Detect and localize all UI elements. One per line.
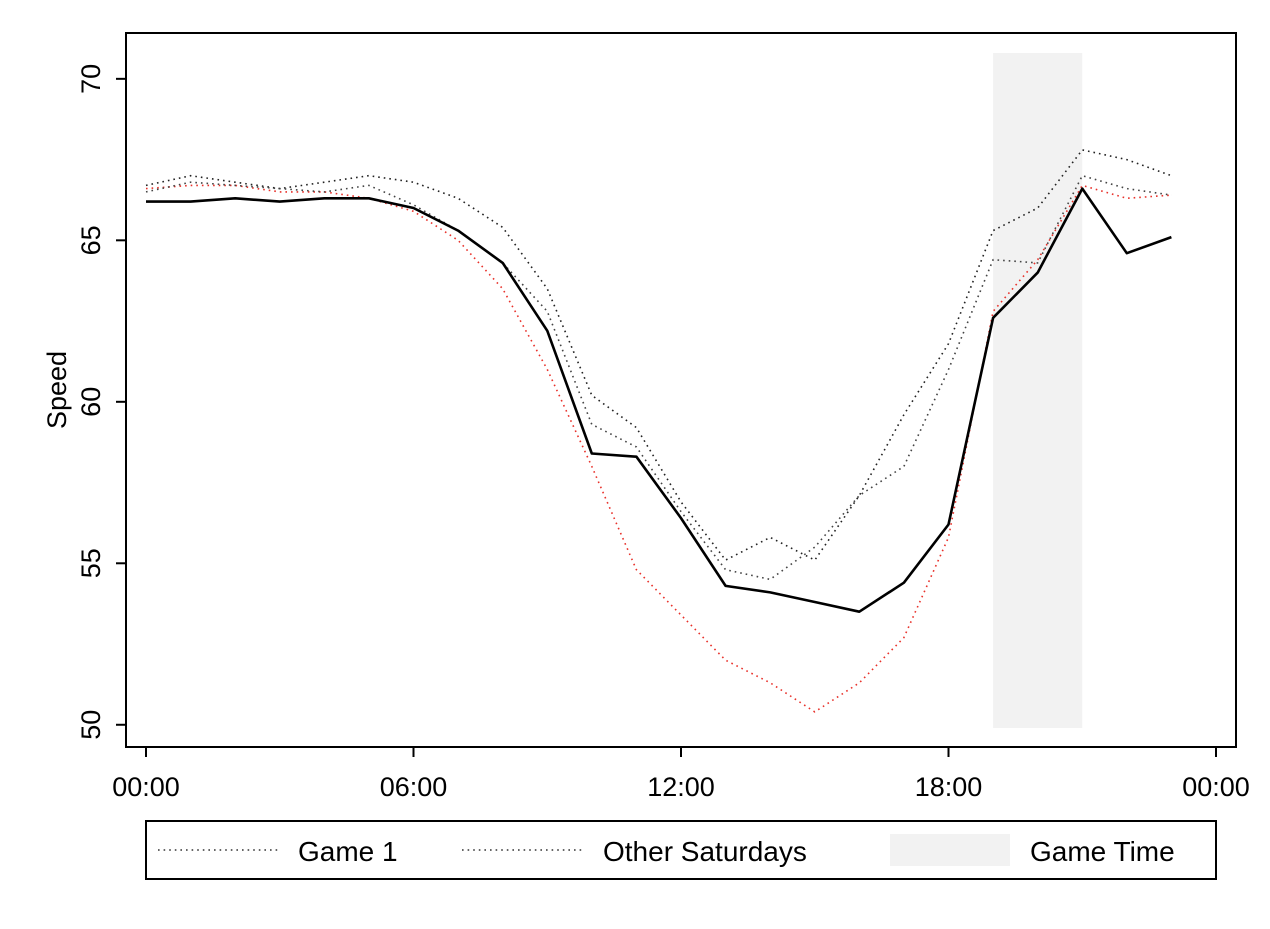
series-line-3 xyxy=(145,174,1172,581)
legend-label-1: Game 1 xyxy=(298,836,398,867)
legend-label-2: Other Saturdays xyxy=(603,836,807,867)
x-tick-label-4: 00:00 xyxy=(1182,772,1250,802)
series-layer xyxy=(145,149,1172,713)
legend-label-3: Game Time xyxy=(1030,836,1175,867)
y-tick-label-2: 60 xyxy=(76,387,106,417)
x-tick-label-0: 00:00 xyxy=(112,772,180,802)
y-tick-label-3: 65 xyxy=(76,225,106,255)
legend-swatch-3 xyxy=(890,834,1010,866)
x-tick-label-3: 18:00 xyxy=(915,772,983,802)
x-tick-label-2: 12:00 xyxy=(647,772,715,802)
y-tick-label-4: 70 xyxy=(76,64,106,94)
y-tick-label-1: 55 xyxy=(76,548,106,578)
series-line-4 xyxy=(146,187,1172,614)
x-axis: 00:00 06:00 12:00 18:00 00:00 xyxy=(112,746,1250,802)
y-tick-label-0: 50 xyxy=(76,710,106,740)
game-time-band xyxy=(993,53,1083,728)
y-axis: 50 55 60 65 70 xyxy=(76,64,127,740)
legend: Game 1 Other Saturdays Game Time xyxy=(145,820,1217,880)
legend-box xyxy=(145,820,1217,880)
series-line-2 xyxy=(145,149,1172,561)
game-time-layer xyxy=(993,53,1083,728)
y-axis-title: Speed xyxy=(42,351,72,429)
x-tick-label-1: 06:00 xyxy=(380,772,448,802)
